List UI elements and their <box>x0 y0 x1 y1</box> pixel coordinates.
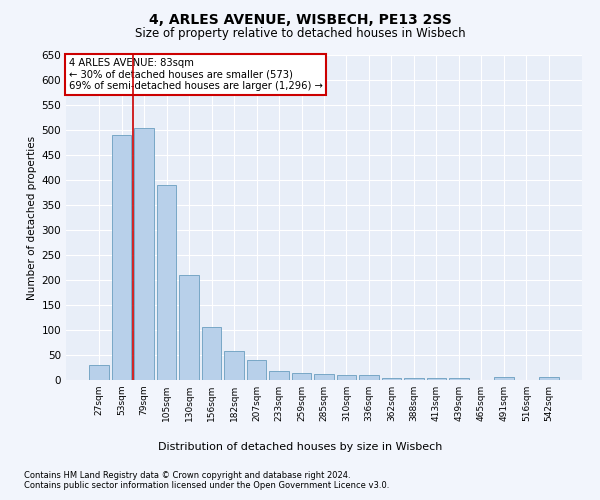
Text: Size of property relative to detached houses in Wisbech: Size of property relative to detached ho… <box>134 28 466 40</box>
Bar <box>359 375 379 380</box>
Bar <box>89 365 109 380</box>
Y-axis label: Number of detached properties: Number of detached properties <box>27 136 37 300</box>
Bar <box>179 275 199 380</box>
Bar <box>134 128 154 380</box>
Text: Contains public sector information licensed under the Open Government Licence v3: Contains public sector information licen… <box>24 481 389 490</box>
Bar <box>449 378 469 380</box>
Bar <box>157 185 176 380</box>
Bar <box>292 372 311 380</box>
Bar <box>269 370 289 380</box>
Bar <box>427 378 446 380</box>
Bar <box>382 378 401 380</box>
Bar <box>247 360 266 380</box>
Bar <box>494 377 514 380</box>
Bar <box>404 378 424 380</box>
Text: Distribution of detached houses by size in Wisbech: Distribution of detached houses by size … <box>158 442 442 452</box>
Text: 4 ARLES AVENUE: 83sqm
← 30% of detached houses are smaller (573)
69% of semi-det: 4 ARLES AVENUE: 83sqm ← 30% of detached … <box>68 58 322 92</box>
Bar <box>337 375 356 380</box>
Bar <box>539 377 559 380</box>
Bar <box>314 374 334 380</box>
Bar <box>202 326 221 380</box>
Bar <box>224 350 244 380</box>
Text: Contains HM Land Registry data © Crown copyright and database right 2024.: Contains HM Land Registry data © Crown c… <box>24 471 350 480</box>
Text: 4, ARLES AVENUE, WISBECH, PE13 2SS: 4, ARLES AVENUE, WISBECH, PE13 2SS <box>149 12 451 26</box>
Bar <box>112 135 131 380</box>
